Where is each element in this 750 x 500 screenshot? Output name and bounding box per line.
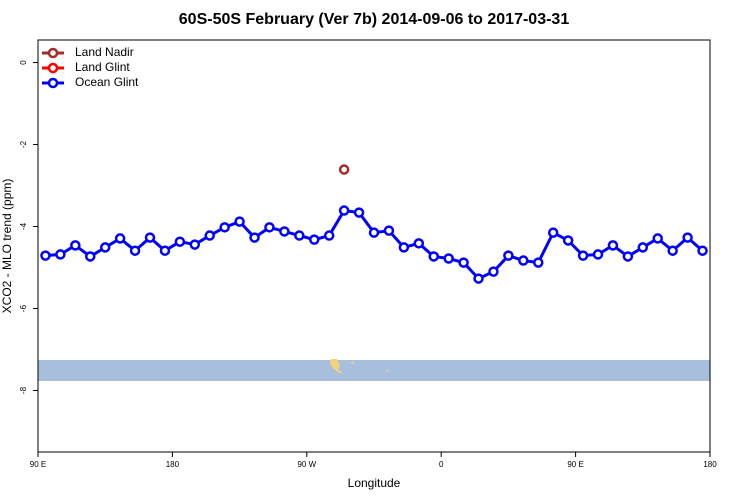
data-point <box>55 249 66 260</box>
x-tick-label: 180 <box>703 460 717 469</box>
data-point <box>428 251 439 262</box>
data-point <box>533 257 544 268</box>
data-point <box>249 232 260 243</box>
data-point <box>383 225 395 236</box>
data-point <box>309 234 320 245</box>
data-point <box>174 236 186 247</box>
land-patch <box>351 362 354 364</box>
plot-frame <box>37 39 711 453</box>
data-point <box>637 242 649 253</box>
data-point <box>338 205 350 216</box>
data-point <box>667 245 678 256</box>
land-patch <box>386 370 388 372</box>
data-point <box>204 230 215 241</box>
data-point <box>413 238 425 249</box>
data-point <box>234 216 245 227</box>
data-point <box>85 251 96 262</box>
data-point <box>398 242 410 253</box>
data-point <box>189 239 201 250</box>
data-point <box>488 266 499 277</box>
ocean-strip <box>38 360 710 381</box>
data-point <box>592 249 604 260</box>
map-strip <box>38 359 710 381</box>
data-point <box>353 207 365 218</box>
data-point <box>264 222 275 233</box>
data-point <box>562 235 574 246</box>
y-tick-label: -6 <box>19 304 28 312</box>
data-point <box>338 164 350 175</box>
data-point <box>40 250 51 261</box>
data-point <box>682 232 693 243</box>
data-point <box>219 222 230 233</box>
legend-marker <box>47 47 59 59</box>
data-point <box>458 257 469 268</box>
data-point <box>294 230 305 241</box>
data-point <box>70 240 81 251</box>
y-axis-label: XCO2 - MLO trend (ppm) <box>0 179 14 314</box>
x-axis-label: Longitude <box>348 476 401 490</box>
x-tick-label: 90 E <box>567 460 583 469</box>
legend-label: Land Nadir <box>75 45 134 59</box>
legend-marker <box>47 62 59 74</box>
data-point <box>473 273 484 284</box>
data-point <box>99 242 111 253</box>
data-point <box>159 245 171 256</box>
y-tick-label: -8 <box>19 386 28 394</box>
data-point <box>129 245 141 256</box>
y-tick-label: -2 <box>19 140 28 148</box>
x-tick-label: 90 W <box>297 460 316 469</box>
data-point <box>503 250 514 261</box>
data-point <box>547 227 559 238</box>
legend-label: Ocean Glint <box>75 75 139 89</box>
x-tick-label: 180 <box>166 460 180 469</box>
legend-marker <box>47 77 59 89</box>
data-point <box>622 251 634 262</box>
data-point <box>652 233 663 244</box>
data-point <box>279 226 290 237</box>
data-point <box>518 255 529 266</box>
data-point <box>323 230 335 241</box>
legend-label: Land Glint <box>75 60 130 74</box>
data-point <box>697 245 708 256</box>
data-point <box>114 233 126 244</box>
chart-title: 60S-50S February (Ver 7b) 2014-09-06 to … <box>179 11 570 28</box>
data-point <box>368 227 380 238</box>
data-point <box>577 250 589 261</box>
x-tick-label: 0 <box>439 460 444 469</box>
series-line <box>45 208 704 281</box>
x-tick-label: 90 E <box>30 460 46 469</box>
y-tick-label: 0 <box>19 60 28 65</box>
data-point <box>144 232 156 243</box>
land-patch <box>330 359 343 373</box>
data-point <box>443 253 454 264</box>
data-point <box>607 240 619 251</box>
y-tick-label: -4 <box>19 222 28 230</box>
